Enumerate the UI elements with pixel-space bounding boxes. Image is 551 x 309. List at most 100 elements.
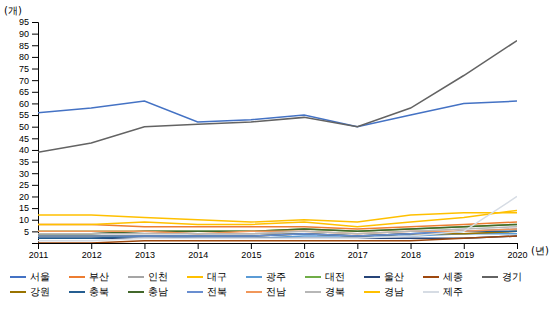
y-tick-mark (32, 45, 38, 46)
y-tick-mark (32, 231, 38, 232)
x-axis-label: (년) (531, 245, 549, 256)
y-tick-mark (32, 138, 38, 139)
legend-swatch (305, 291, 321, 293)
y-axis: 5101520253035404550556065707580859095 (19, 17, 39, 243)
x-tick-label: 2019 (454, 250, 474, 260)
legend-item: 전남 (246, 286, 286, 297)
legend-label: 제주 (443, 286, 463, 297)
y-tick-label: 40 (19, 145, 29, 155)
x-tick: 2011 (29, 243, 48, 260)
x-tick-mark (517, 243, 518, 249)
y-tick: 40 (19, 145, 38, 155)
series-line (38, 210, 517, 226)
legend-swatch (128, 276, 144, 278)
y-tick-label: 90 (19, 29, 29, 39)
y-tick: 35 (19, 157, 38, 167)
legend-item: 광주 (246, 271, 286, 282)
y-tick: 80 (19, 52, 38, 62)
legend-item: 제주 (423, 286, 463, 297)
y-tick: 75 (19, 64, 38, 74)
x-tick: 2016 (295, 243, 315, 260)
plot-area: 2011201220132014201520162017201820192020… (4, 5, 549, 260)
legend: 서울부산인천대구광주대전울산세종경기강원충북충남전북전남경북경남제주 (10, 271, 522, 297)
y-tick-mark (32, 150, 38, 151)
legend-item: 충남 (128, 286, 168, 297)
y-tick: 65 (19, 87, 38, 97)
x-tick-mark (251, 243, 252, 249)
legend-swatch (128, 291, 144, 293)
y-tick-mark (32, 103, 38, 104)
legend-swatch (10, 291, 26, 293)
legend-item: 대구 (187, 271, 227, 282)
legend-item: 충북 (69, 286, 109, 297)
y-tick: 85 (19, 41, 38, 51)
legend-swatch (69, 291, 85, 293)
y-axis-label: (개) (4, 5, 22, 16)
legend-item: 경기 (482, 271, 522, 282)
legend-item: 서울 (10, 271, 50, 282)
legend-swatch (305, 276, 321, 278)
legend-item: 전북 (187, 286, 227, 297)
x-tick-mark (304, 243, 305, 249)
x-tick: 2012 (82, 243, 102, 260)
y-tick: 15 (19, 203, 38, 213)
y-tick-label: 50 (19, 122, 29, 132)
x-tick: 2013 (135, 243, 155, 260)
x-tick-mark (198, 243, 199, 249)
legend-label: 전북 (207, 286, 227, 297)
legend-item: 인천 (128, 271, 168, 282)
x-tick-mark (464, 243, 465, 249)
y-tick-label: 70 (19, 76, 29, 86)
x-tick-mark (144, 243, 145, 249)
x-tick-mark (411, 243, 412, 249)
legend-label: 강원 (30, 286, 50, 297)
legend-label: 전남 (266, 286, 286, 297)
y-tick-label: 20 (19, 192, 29, 202)
y-tick-label: 25 (19, 180, 29, 190)
y-tick-label: 10 (19, 215, 29, 225)
y-tick-mark (32, 115, 38, 116)
y-tick-label: 75 (19, 64, 29, 74)
y-tick-mark (32, 80, 38, 81)
y-tick-label: 5 (24, 227, 29, 237)
legend-swatch (364, 291, 380, 293)
y-tick-label: 55 (19, 110, 29, 120)
legend-label: 충남 (148, 286, 168, 297)
x-tick: 2019 (454, 243, 474, 260)
legend-item: 부산 (69, 271, 109, 282)
legend-item: 강원 (10, 286, 50, 297)
x-tick-label: 2016 (295, 250, 315, 260)
legend-swatch (187, 291, 203, 293)
x-tick-label: 2018 (401, 250, 421, 260)
x-tick-label: 2012 (82, 250, 102, 260)
y-tick-mark (32, 34, 38, 35)
x-tick: 2020 (507, 243, 527, 260)
y-tick-label: 95 (19, 17, 29, 27)
legend-swatch (187, 276, 203, 278)
y-tick-label: 35 (19, 157, 29, 167)
legend-item: 대전 (305, 271, 345, 282)
y-tick-mark (32, 173, 38, 174)
legend-label: 경북 (325, 286, 345, 297)
legend-label: 대전 (325, 271, 345, 282)
y-tick-mark (32, 57, 38, 58)
legend-label: 인천 (148, 271, 168, 282)
y-tick-mark (32, 127, 38, 128)
lines (38, 41, 517, 243)
y-tick-label: 65 (19, 87, 29, 97)
series-line (38, 196, 517, 240)
y-tick: 60 (19, 99, 38, 109)
y-tick-label: 45 (19, 134, 29, 144)
legend-swatch (10, 276, 26, 278)
y-tick-label: 80 (19, 52, 29, 62)
x-tick-label: 2011 (29, 250, 48, 260)
y-tick-mark (32, 185, 38, 186)
y-tick: 70 (19, 76, 38, 86)
y-tick: 55 (19, 110, 38, 120)
y-tick: 30 (19, 169, 38, 179)
y-tick: 5 (24, 227, 38, 237)
legend-item: 세종 (423, 271, 463, 282)
x-tick-label: 2013 (135, 250, 155, 260)
x-tick: 2018 (401, 243, 421, 260)
y-tick-label: 30 (19, 169, 29, 179)
